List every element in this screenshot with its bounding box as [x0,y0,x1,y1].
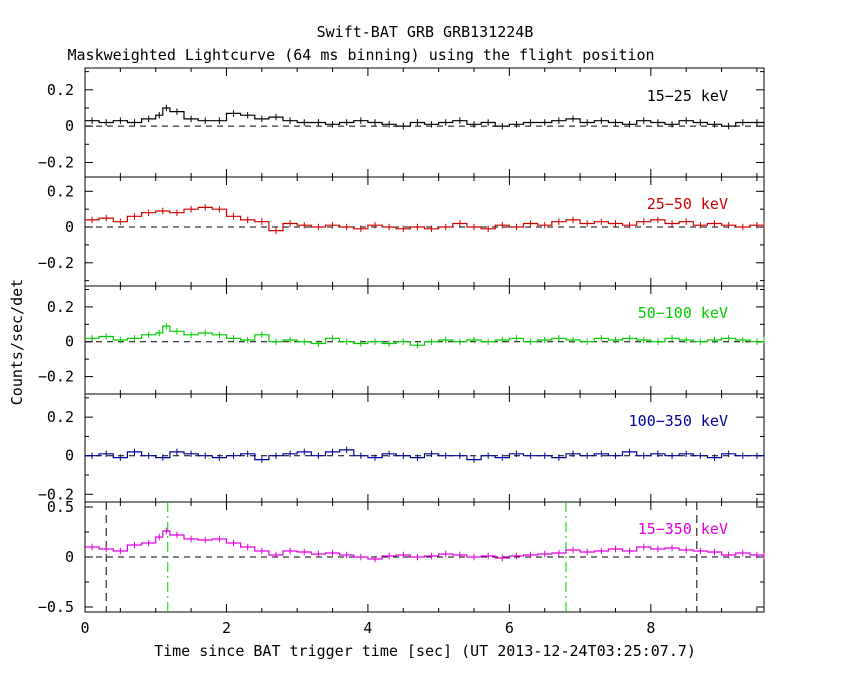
panel-frame [84,176,765,287]
y-tick-label: −0.2 [38,254,74,272]
panels-group: −0.2 0 0.2 15−25 keV −0.2 0 0.2 25−50 keV −0.2 0 0… [38,67,765,637]
y-tick-label: 0 [65,218,74,236]
y-tick-label: 0.2 [47,81,74,99]
panel-2: −0.2 0 0.2 25−50 keV [38,176,765,287]
figure-subtitle: Maskweighted Lightcurve (64 ms binning) … [68,46,655,64]
band-label: 100−350 keV [629,412,728,430]
x-tick-label: 6 [505,619,514,637]
y-tick-label: −0.5 [38,598,74,616]
x-tick-label: 2 [222,619,231,637]
y-tick-label: 0 [65,117,74,135]
panel-3: −0.2 0 0.2 50−100 keV [38,285,765,395]
x-tick-label: 4 [363,619,372,637]
panel-5: −0.5 0 0.5 15−350 keV 0 2 4 6 8 [38,498,765,637]
panel-frame [84,285,765,395]
series-line [85,530,765,560]
y-tick-label: 0.5 [47,498,74,516]
y-tick-label: 0.2 [47,408,74,426]
series-line [85,107,765,127]
y-tick-label: −0.2 [38,368,74,386]
band-label: 15−25 keV [647,87,728,105]
series-line [85,206,764,232]
y-tick-label: 0 [65,548,74,566]
y-tick-label: 0.2 [47,298,74,316]
panel-frame [84,393,765,503]
series-line [85,449,765,461]
y-tick-label: 0 [65,447,74,465]
figure-title: Swift-BAT GRB GRB131224B [317,23,534,41]
y-tick-label: −0.2 [38,485,74,503]
x-axis-label: Time since BAT trigger time [sec] (UT 20… [154,642,696,660]
series-line [85,325,765,346]
band-label: 25−50 keV [647,195,728,213]
panel-1: −0.2 0 0.2 15−25 keV [38,67,765,178]
x-tick-label: 0 [80,619,89,637]
panel-4: −0.2 0 0.2 100−350 keV [38,393,765,503]
y-tick-label: −0.2 [38,153,74,171]
y-axis-label: Counts/sec/det [8,279,26,405]
y-tick-label: 0.2 [47,182,74,200]
band-label: 50−100 keV [638,304,728,322]
band-label: 15−350 keV [638,520,728,538]
y-tick-label: 0 [65,333,74,351]
x-tick-label: 8 [646,619,655,637]
